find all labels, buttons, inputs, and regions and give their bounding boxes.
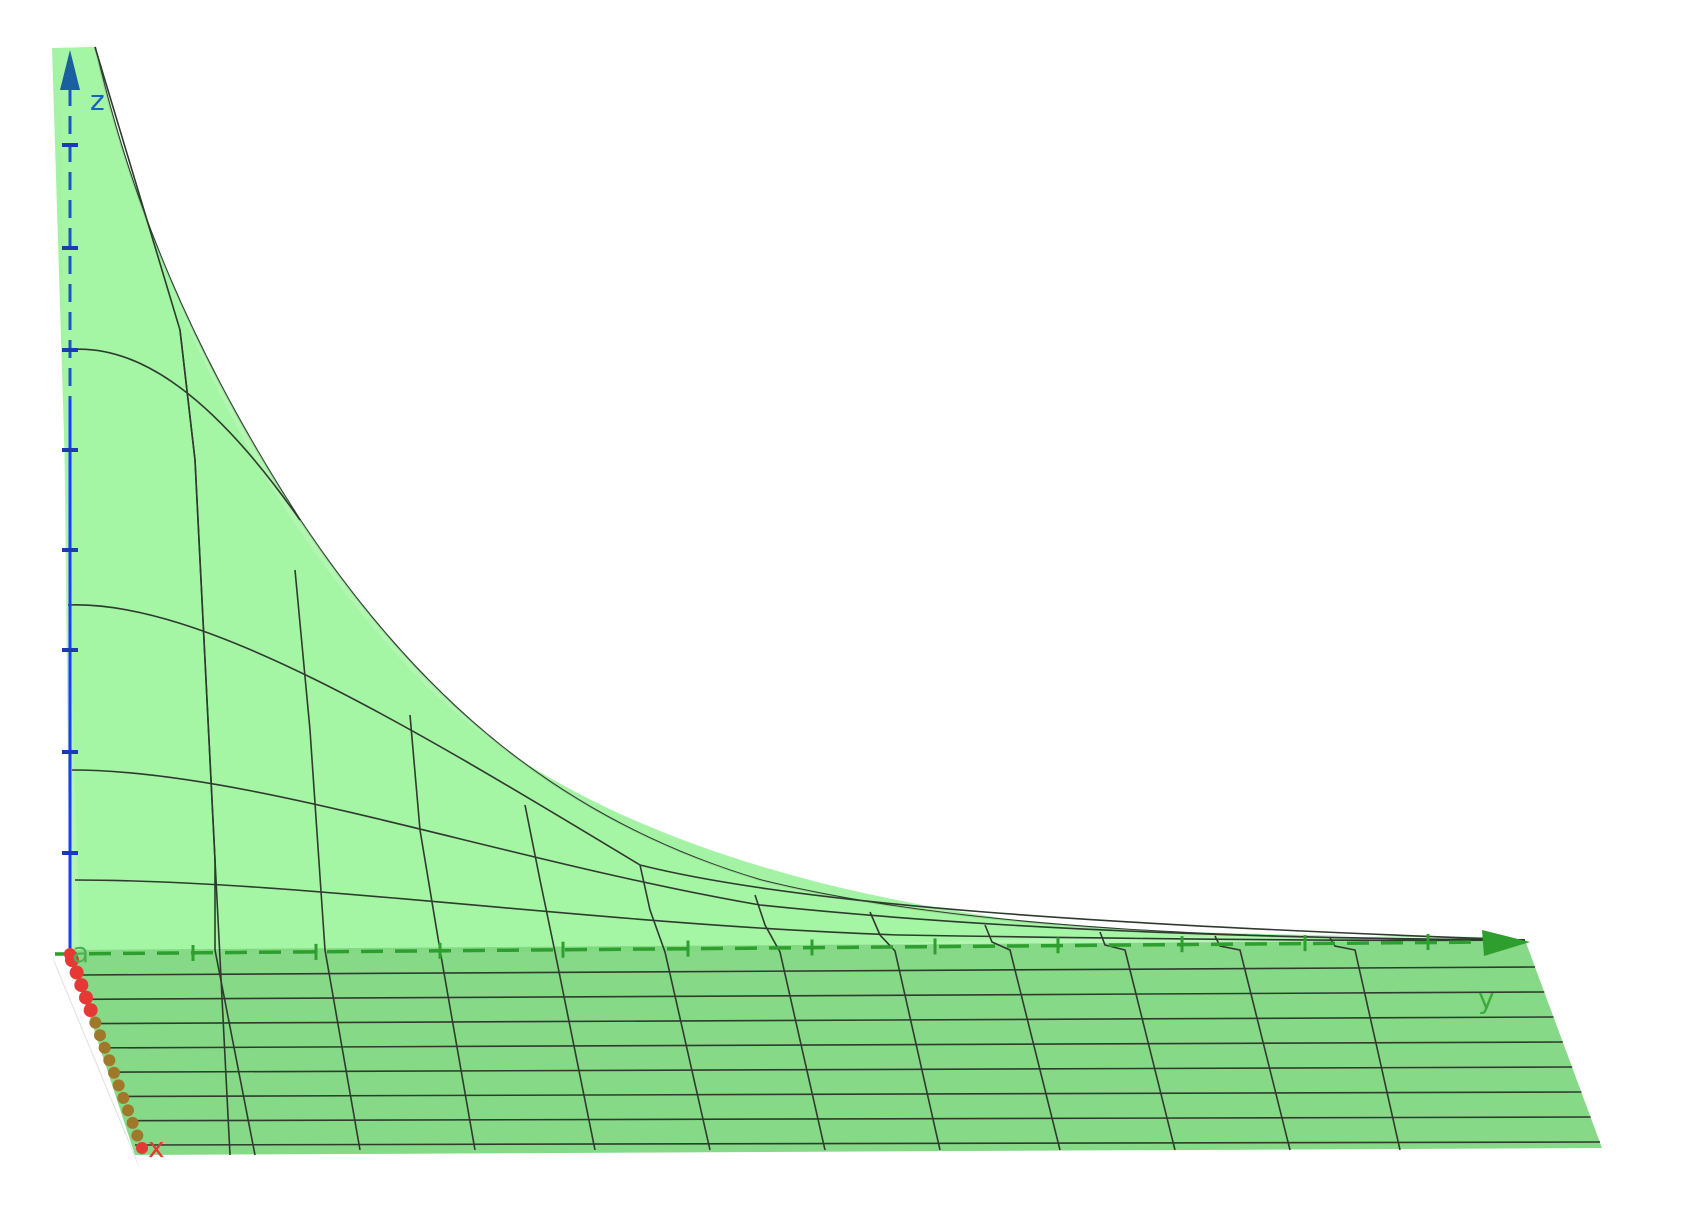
x-axis-point (69, 965, 84, 980)
y-axis-arrowhead (1482, 930, 1530, 956)
mesh-column-line (409, 714, 476, 1151)
y-axis-label: y (1478, 982, 1495, 1015)
mesh-column-line (639, 864, 711, 1151)
x-axis-point (103, 1054, 116, 1067)
mesh-floor-line (134, 1141, 1601, 1146)
x-axis-point (83, 1003, 98, 1018)
surface-mesh (64, 46, 1601, 1156)
surface-floor-shadow (52, 955, 140, 1170)
mesh-row-curve (67, 604, 1526, 941)
mesh-floor-line (127, 1116, 1591, 1122)
mesh-column-line (179, 329, 231, 1156)
mesh-floor-line (95, 1016, 1554, 1025)
x-axis-point (98, 1041, 111, 1054)
point-a[interactable]: a (64, 936, 89, 969)
mesh-column-line (984, 924, 1061, 1151)
y-axis: y (54, 930, 1530, 1015)
mesh-column-line (1214, 935, 1291, 1151)
x-axis-point (136, 1142, 148, 1154)
z-axis-arrowhead (60, 50, 80, 90)
mesh-row-curve (71, 769, 1526, 941)
mesh-floor-line (79, 966, 1536, 976)
x-axis-point (108, 1066, 120, 1079)
x-axis-point (94, 1029, 106, 1042)
mesh-row-curve (64, 348, 301, 521)
mesh-column-line (869, 911, 941, 1151)
x-axis-point (112, 1079, 125, 1092)
mesh-floor-line (87, 991, 1545, 1001)
mesh-column-line (294, 569, 361, 1151)
surface-face (60, 47, 1525, 950)
mesh-row-curve (74, 879, 1526, 942)
mesh-floor-line (111, 1066, 1573, 1073)
mesh-floor-line (103, 1041, 1563, 1049)
x-axis: x (65, 953, 165, 1164)
surface-top-edge (94, 46, 1526, 941)
x-axis-point (122, 1104, 134, 1117)
z-axis: z (60, 50, 105, 955)
mesh-column-line (754, 894, 826, 1151)
x-axis-label: x (148, 1131, 165, 1164)
x-axis-point (131, 1129, 144, 1142)
mesh-floor-line (119, 1091, 1582, 1098)
point-a-label: a (72, 936, 89, 969)
x-axis-point (126, 1116, 139, 1129)
z-axis-ticks (62, 143, 78, 855)
z-axis-label: z (90, 84, 105, 117)
mesh-column-line (524, 804, 596, 1151)
x-axis-point (117, 1091, 130, 1104)
x-axis-point (74, 978, 89, 993)
y-axis-ticks (191, 934, 1430, 961)
x-axis-point (89, 1016, 102, 1029)
x-axis-point (79, 990, 93, 1005)
